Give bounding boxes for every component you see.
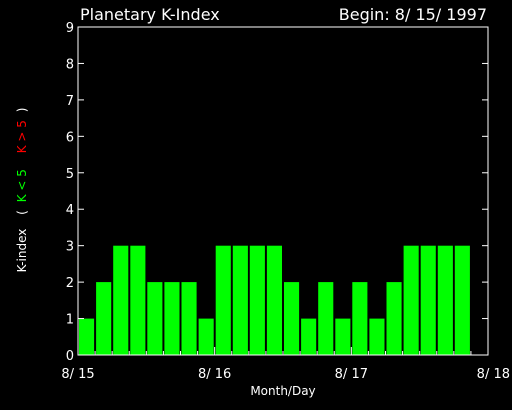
y-tick-label: 5 — [66, 167, 74, 182]
bar — [301, 318, 317, 355]
y-tick-label: 4 — [66, 203, 74, 218]
y-axis-label-close-paren: ) — [15, 108, 29, 113]
bar — [164, 282, 180, 355]
bar — [403, 245, 419, 355]
bar — [437, 245, 453, 355]
bar — [318, 282, 334, 355]
bar — [215, 245, 231, 355]
y-tick-label: 1 — [66, 313, 74, 328]
y-tick-label: 7 — [66, 94, 74, 109]
x-tick-label: 8/ 17 — [335, 367, 368, 382]
x-tick-label: 8/ 15 — [61, 367, 94, 382]
bar — [249, 245, 265, 355]
y-axis-label-main: K-index — [15, 229, 29, 273]
y-tick-label: 9 — [66, 21, 74, 36]
bar — [266, 245, 282, 355]
bar — [369, 318, 385, 355]
bar — [420, 245, 436, 355]
chart-title: Planetary K-Index — [80, 5, 220, 24]
x-axis-label: Month/Day — [250, 384, 315, 398]
y-axis-label: K-index ( K < 5 K > 5 ) — [15, 108, 29, 273]
bar — [181, 282, 197, 355]
y-tick-label: 8 — [66, 57, 74, 72]
bar — [386, 282, 402, 355]
bar — [232, 245, 248, 355]
y-tick-label: 2 — [66, 276, 74, 291]
bar — [113, 245, 129, 355]
x-axis: 8/ 15 8/ 16 8/ 17 8/ 18 — [61, 347, 510, 382]
bar — [79, 318, 95, 355]
bar-series — [79, 245, 470, 355]
y-tick-label: 6 — [66, 130, 74, 145]
y-axis: 0 1 2 3 4 5 6 7 8 9 — [66, 21, 488, 364]
bar — [284, 282, 300, 355]
x-tick-label: 8/ 16 — [198, 367, 231, 382]
y-tick-label: 0 — [66, 349, 74, 364]
y-axis-label-low: K < 5 — [15, 169, 29, 202]
y-axis-label-high: K > 5 — [15, 120, 29, 153]
bar — [130, 245, 146, 355]
y-axis-label-open-paren: ( — [15, 210, 29, 215]
bar — [96, 282, 112, 355]
x-tick-label: 8/ 18 — [477, 367, 510, 382]
y-tick-label: 3 — [66, 240, 74, 255]
bar — [454, 245, 470, 355]
bar — [147, 282, 163, 355]
chart-subtitle: Begin: 8/ 15/ 1997 — [339, 5, 487, 24]
bar — [335, 318, 351, 355]
bar — [352, 282, 368, 355]
bar — [198, 318, 214, 355]
